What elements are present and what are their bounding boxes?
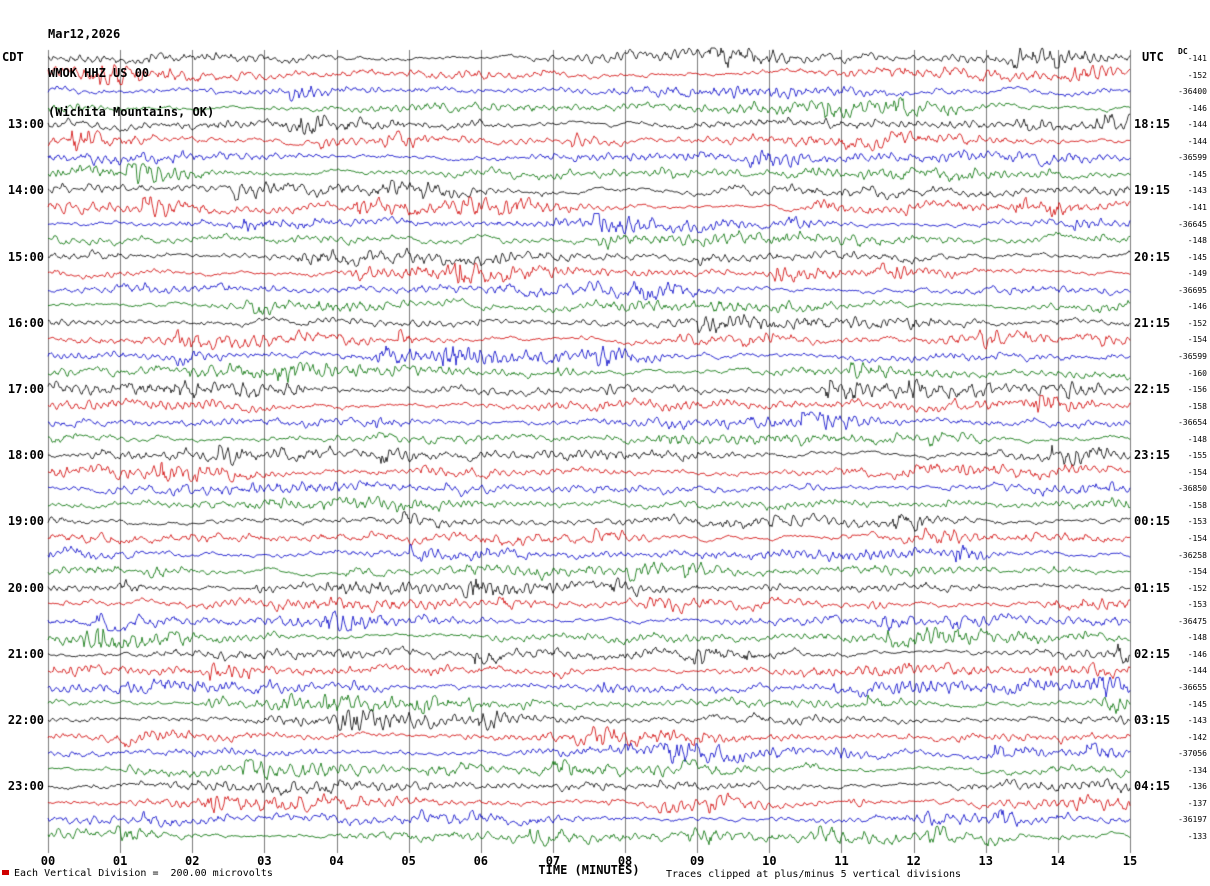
utc-time-label: 00:15 — [1134, 514, 1171, 529]
trace-offset-value: -36850 — [1178, 484, 1207, 494]
clip-note: Traces clipped at plus/minus 5 vertical … — [666, 869, 962, 880]
cdt-time-label: 18:00 — [7, 448, 44, 463]
utc-time-label: 02:15 — [1134, 646, 1171, 661]
trace-offset-value: -154 — [1187, 567, 1207, 577]
utc-time-label: 22:15 — [1134, 382, 1171, 397]
x-tick-label: 12 — [906, 854, 921, 868]
trace-offset-value: -36654 — [1178, 418, 1207, 428]
scale-mark — [2, 870, 9, 875]
trace-offset-value: -145 — [1187, 252, 1207, 262]
x-tick-label: 11 — [834, 854, 849, 868]
trace-offset-value: -152 — [1187, 318, 1207, 328]
x-tick-label: 07 — [545, 854, 561, 868]
trace-offset-value: -156 — [1187, 385, 1207, 395]
utc-time-label: 01:15 — [1134, 580, 1171, 595]
title-block: Mar12,2026 WMOK HHZ US 00 (Wichita Mount… — [48, 2, 214, 145]
trace-offset-value: -142 — [1187, 732, 1207, 742]
trace-offset-value: -36475 — [1178, 616, 1207, 626]
trace-offset-value: -36400 — [1178, 87, 1207, 97]
x-tick-label: 01 — [112, 854, 128, 868]
trace-offset-value: -154 — [1187, 467, 1207, 477]
x-tick-label: 10 — [762, 854, 777, 868]
trace-offset-value: -137 — [1187, 798, 1207, 808]
x-axis-label: TIME (MINUTES) — [538, 863, 640, 877]
utc-time-label: 21:15 — [1134, 315, 1171, 330]
trace-offset-value: -155 — [1187, 451, 1207, 461]
trace-offset-value: -146 — [1187, 649, 1207, 659]
trace-offset-value: -144 — [1187, 666, 1207, 676]
cdt-time-label: 17:00 — [7, 382, 44, 397]
trace-offset-value: -152 — [1187, 583, 1207, 593]
utc-time-label: 23:15 — [1134, 448, 1171, 463]
trace-offset-value: -133 — [1187, 832, 1207, 841]
cdt-time-label: 20:00 — [7, 580, 44, 595]
utc-timezone-label: UTC — [1142, 50, 1164, 64]
trace-offset-value: -145 — [1187, 169, 1207, 179]
trace-offset-value: -134 — [1187, 765, 1207, 775]
trace-offset-value: -158 — [1187, 500, 1207, 510]
cdt-time-label: 22:00 — [7, 713, 44, 728]
cdt-time-label: 14:00 — [7, 183, 44, 198]
x-tick-label: 13 — [978, 854, 993, 868]
x-tick-label: 15 — [1122, 854, 1138, 868]
trace-offset-value: -154 — [1187, 335, 1207, 345]
cdt-time-label: 19:00 — [7, 514, 44, 529]
trace-offset-value: -153 — [1187, 517, 1207, 527]
trace-offset-value: -148 — [1187, 236, 1207, 246]
trace-offset-value: -143 — [1187, 716, 1207, 726]
trace-offset-value: -148 — [1187, 434, 1207, 444]
trace-offset-value: -158 — [1187, 401, 1207, 411]
x-tick-label: 05 — [401, 854, 416, 868]
trace-offset-value: -36258 — [1178, 550, 1207, 560]
utc-time-label: 19:15 — [1134, 183, 1171, 198]
date-label: Mar12,2026 — [48, 27, 121, 41]
utc-time-label: 03:15 — [1134, 713, 1171, 728]
x-tick-label: 08 — [617, 854, 633, 868]
trace-offset-value: -144 — [1187, 136, 1207, 146]
trace-offset-value: -36599 — [1178, 153, 1207, 163]
utc-time-label: 18:15 — [1134, 117, 1171, 132]
trace-offset-value: -146 — [1187, 103, 1207, 113]
trace-offset-value: -145 — [1187, 699, 1207, 709]
cdt-timezone-label: CDT — [2, 50, 24, 64]
trace-offset-value: -141 — [1187, 54, 1207, 63]
cdt-time-label: 23:00 — [7, 779, 44, 794]
cdt-time-label: 21:00 — [7, 646, 44, 661]
trace-offset-value: -143 — [1187, 186, 1207, 196]
cdt-time-label: 15:00 — [7, 249, 44, 264]
trace-offset-value: -136 — [1187, 782, 1207, 792]
trace-offset-value: -152 — [1187, 70, 1207, 80]
station-label: WMOK HHZ US 00 — [48, 66, 150, 80]
x-tick-label: 02 — [185, 854, 200, 868]
trace-offset-value: -36655 — [1178, 683, 1207, 693]
location-label: (Wichita Mountains, OK) — [48, 105, 215, 119]
dc-offset-header: DC — [1178, 47, 1188, 56]
x-tick-label: 04 — [329, 854, 344, 868]
x-tick-label: 06 — [473, 854, 489, 868]
trace-offset-value: -36695 — [1178, 285, 1207, 295]
x-tick-label: 14 — [1050, 854, 1066, 868]
trace-offset-value: -36599 — [1178, 351, 1207, 361]
cdt-time-label: 16:00 — [7, 315, 44, 330]
utc-time-label: 04:15 — [1134, 779, 1171, 794]
trace-offset-value: -148 — [1187, 633, 1207, 643]
utc-time-label: 20:15 — [1134, 249, 1171, 264]
trace-offset-value: -153 — [1187, 600, 1207, 610]
trace-offset-value: -154 — [1187, 534, 1207, 544]
trace-offset-value: -160 — [1187, 368, 1207, 378]
cdt-time-label: 13:00 — [7, 117, 44, 132]
scale-note: Each Vertical Division = 200.00 microvol… — [14, 868, 273, 879]
trace-offset-value: -144 — [1187, 120, 1207, 130]
x-tick-label: 00 — [40, 854, 56, 868]
trace-offset-value: -149 — [1187, 269, 1207, 279]
trace-offset-value: -146 — [1187, 302, 1207, 312]
trace-offset-value: -37056 — [1178, 749, 1207, 759]
x-tick-label: 09 — [689, 854, 705, 868]
trace-offset-value: -36645 — [1178, 219, 1207, 229]
trace-offset-value: -141 — [1187, 202, 1207, 212]
x-tick-label: 03 — [257, 854, 272, 868]
trace-offset-value: -36197 — [1178, 815, 1207, 825]
